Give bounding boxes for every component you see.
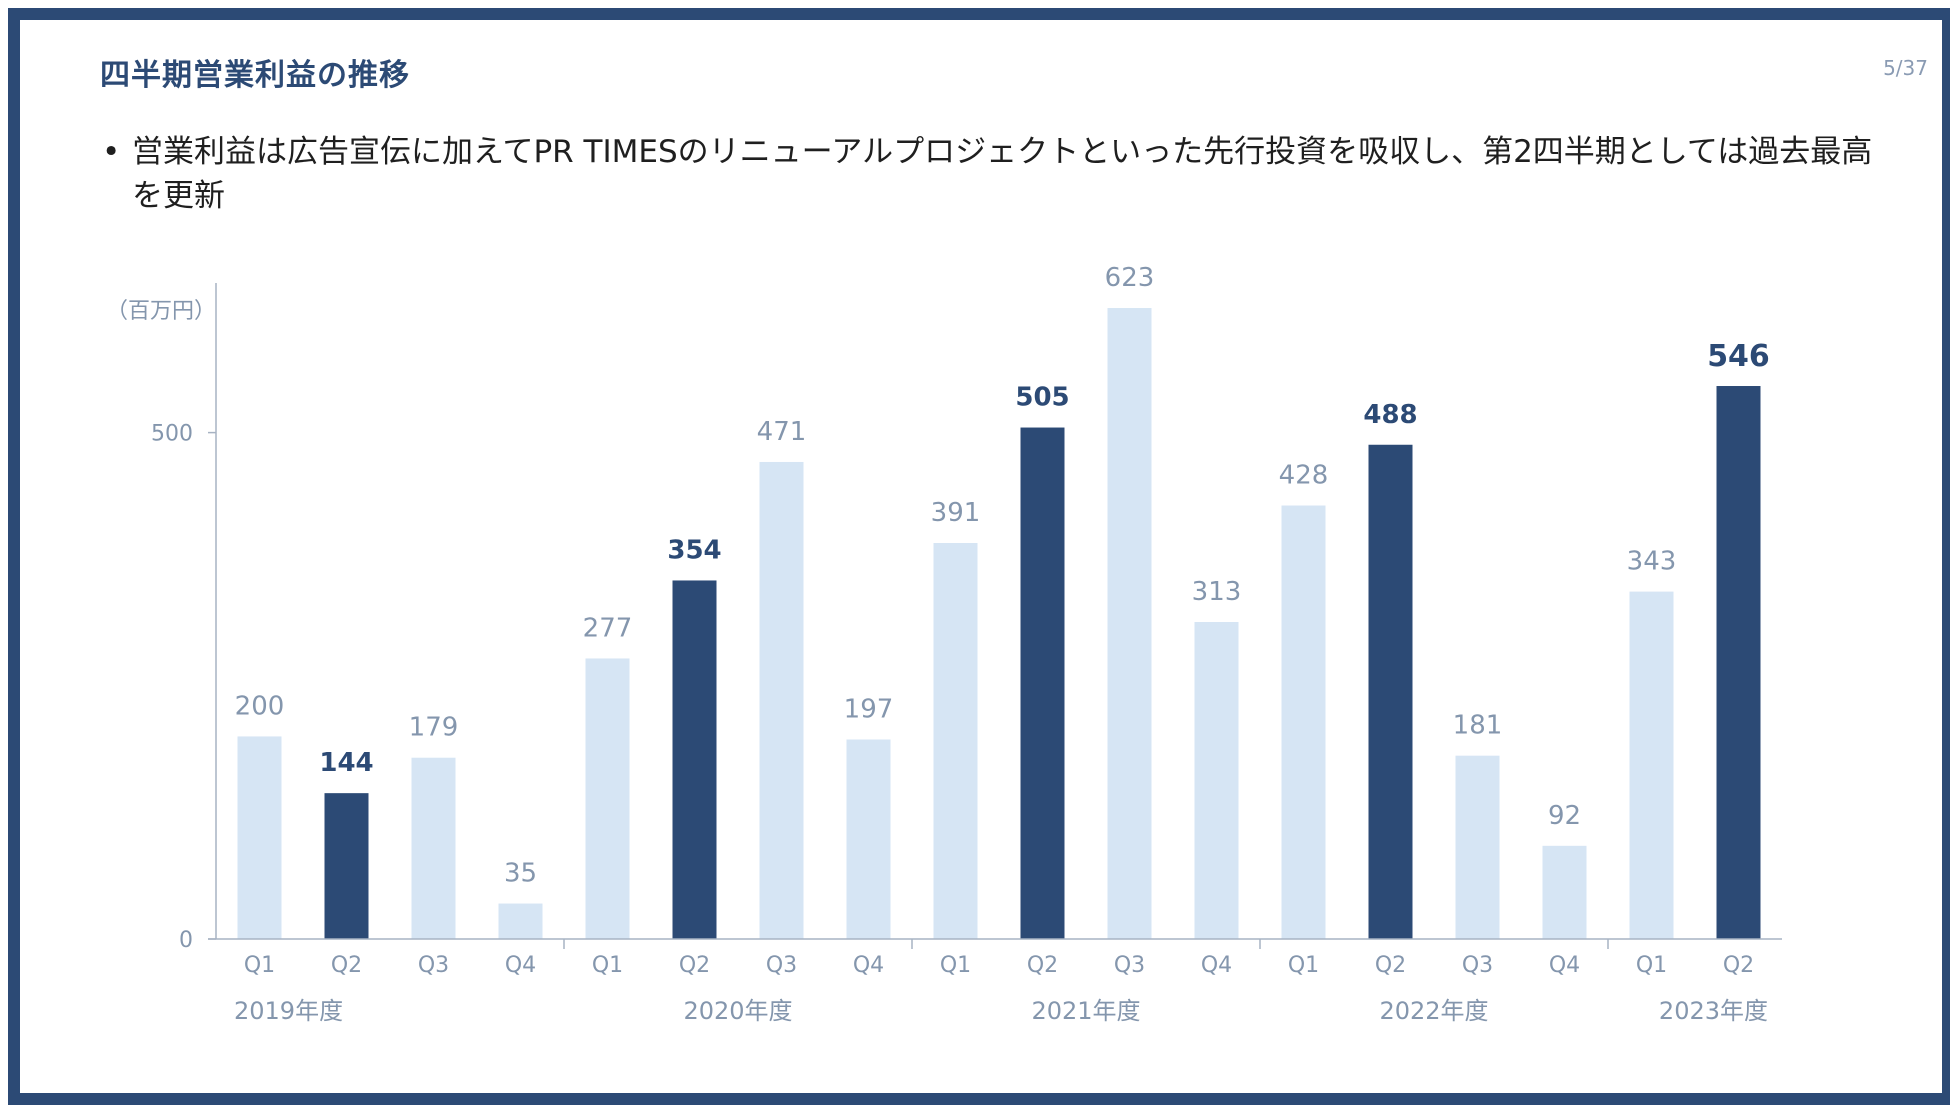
bar <box>1281 505 1326 939</box>
value-label: 343 <box>1627 547 1677 577</box>
x-tick-label: Q2 <box>1723 953 1754 978</box>
x-tick-label: Q3 <box>1114 953 1145 978</box>
x-tick-label: Q1 <box>592 953 623 978</box>
bar <box>759 461 804 939</box>
x-tick-label: Q1 <box>1636 953 1667 978</box>
bar <box>411 757 456 939</box>
x-tick-label: Q2 <box>331 953 362 978</box>
bullet-point: • 営業利益は広告宣伝に加えてPR TIMESのリニューアルプロジェクトといった… <box>102 130 1902 218</box>
bar <box>1716 386 1761 939</box>
value-label: 505 <box>1015 383 1069 413</box>
value-label: 546 <box>1707 339 1770 374</box>
x-tick-label: Q3 <box>418 953 449 978</box>
axes-group <box>208 283 1782 940</box>
bullet-text: 営業利益は広告宣伝に加えてPR TIMESのリニューアルプロジェクトといった先行… <box>132 134 1873 214</box>
year-label: 2021年度 <box>1031 997 1140 1025</box>
x-tick-label: Q3 <box>1462 953 1493 978</box>
value-label: 200 <box>235 691 285 721</box>
x-tick-label: Q2 <box>1027 953 1058 978</box>
x-tick-label: Q4 <box>1201 953 1232 978</box>
value-label: 623 <box>1105 263 1155 293</box>
bar <box>1629 591 1674 939</box>
value-label: 197 <box>844 694 894 724</box>
x-tick-label: Q4 <box>505 953 536 978</box>
bar <box>1455 755 1500 939</box>
x-tick-label: Q3 <box>766 953 797 978</box>
value-label: 354 <box>667 535 721 565</box>
bar <box>498 903 543 939</box>
value-label: 488 <box>1363 400 1417 430</box>
value-label: 428 <box>1279 461 1329 491</box>
bar <box>933 542 978 939</box>
bar <box>1542 845 1587 939</box>
x-tick-label: Q2 <box>679 953 710 978</box>
year-label: 2022年度 <box>1379 997 1488 1025</box>
bar <box>237 736 282 939</box>
bar <box>672 580 717 939</box>
value-label: 181 <box>1453 711 1503 741</box>
year-label: 2023年度 <box>1659 997 1768 1025</box>
y-tick-label: 500 <box>151 422 193 447</box>
bar <box>1020 427 1065 939</box>
value-label: 35 <box>504 859 537 889</box>
page-title: 四半期営業利益の推移 <box>100 58 410 93</box>
value-label: 92 <box>1548 801 1581 831</box>
x-tick-label: Q1 <box>244 953 275 978</box>
x-tick-label: Q1 <box>940 953 971 978</box>
bullet-dot: • <box>102 134 121 170</box>
bar <box>846 739 891 939</box>
x-tick-label: Q2 <box>1375 953 1406 978</box>
y-tick-label: 0 <box>179 928 193 953</box>
value-label: 179 <box>409 713 459 743</box>
bar <box>1194 621 1239 939</box>
x-tick-label: Q1 <box>1288 953 1319 978</box>
x-tick-label: Q4 <box>1549 953 1580 978</box>
value-labels-group: 200 144 179 35 277 354 471 197 391 505 623 313 428 48… <box>235 263 1770 889</box>
bar <box>1107 308 1152 939</box>
bar <box>1368 444 1413 939</box>
value-label: 277 <box>583 613 633 643</box>
bar <box>585 658 630 939</box>
page-number: 5/37 <box>1883 56 1928 80</box>
bar <box>324 793 369 939</box>
ticks-group: 0 500 Q1 Q2 Q3 Q4 Q1 Q2 Q3 Q4 Q1 Q2 Q3 Q4 Q1 Q2 Q3 Q4 Q1 Q2… <box>151 422 1768 1025</box>
year-label: 2020年度 <box>683 997 792 1025</box>
year-label: 2019年度 <box>234 997 343 1025</box>
bars-group <box>237 308 1761 939</box>
value-label: 391 <box>931 498 981 528</box>
y-axis-unit-label: （百万円） <box>106 299 216 324</box>
value-label: 313 <box>1192 577 1242 607</box>
value-label: 471 <box>757 417 807 447</box>
x-tick-label: Q4 <box>853 953 884 978</box>
value-label: 144 <box>319 748 373 778</box>
